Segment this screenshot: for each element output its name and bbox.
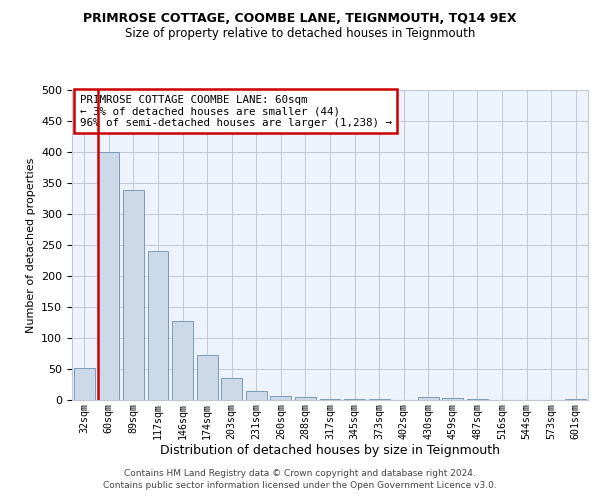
Text: PRIMROSE COTTAGE, COOMBE LANE, TEIGNMOUTH, TQ14 9EX: PRIMROSE COTTAGE, COOMBE LANE, TEIGNMOUT… — [83, 12, 517, 26]
Bar — [197, 356, 218, 400]
Bar — [98, 152, 119, 400]
Bar — [442, 398, 463, 400]
Bar — [295, 397, 316, 400]
Bar — [246, 390, 267, 400]
Bar — [172, 320, 193, 400]
Text: PRIMROSE COTTAGE COOMBE LANE: 60sqm
← 3% of detached houses are smaller (44)
96%: PRIMROSE COTTAGE COOMBE LANE: 60sqm ← 3%… — [80, 94, 392, 128]
Text: Size of property relative to detached houses in Teignmouth: Size of property relative to detached ho… — [125, 28, 475, 40]
Bar — [221, 378, 242, 400]
Bar — [123, 190, 144, 400]
Bar — [271, 396, 292, 400]
X-axis label: Distribution of detached houses by size in Teignmouth: Distribution of detached houses by size … — [160, 444, 500, 458]
Bar — [418, 397, 439, 400]
Text: Contains HM Land Registry data © Crown copyright and database right 2024.: Contains HM Land Registry data © Crown c… — [124, 468, 476, 477]
Y-axis label: Number of detached properties: Number of detached properties — [26, 158, 35, 332]
Bar — [320, 399, 340, 400]
Text: Contains public sector information licensed under the Open Government Licence v3: Contains public sector information licen… — [103, 481, 497, 490]
Bar — [565, 399, 586, 400]
Bar — [74, 368, 95, 400]
Bar — [148, 251, 169, 400]
